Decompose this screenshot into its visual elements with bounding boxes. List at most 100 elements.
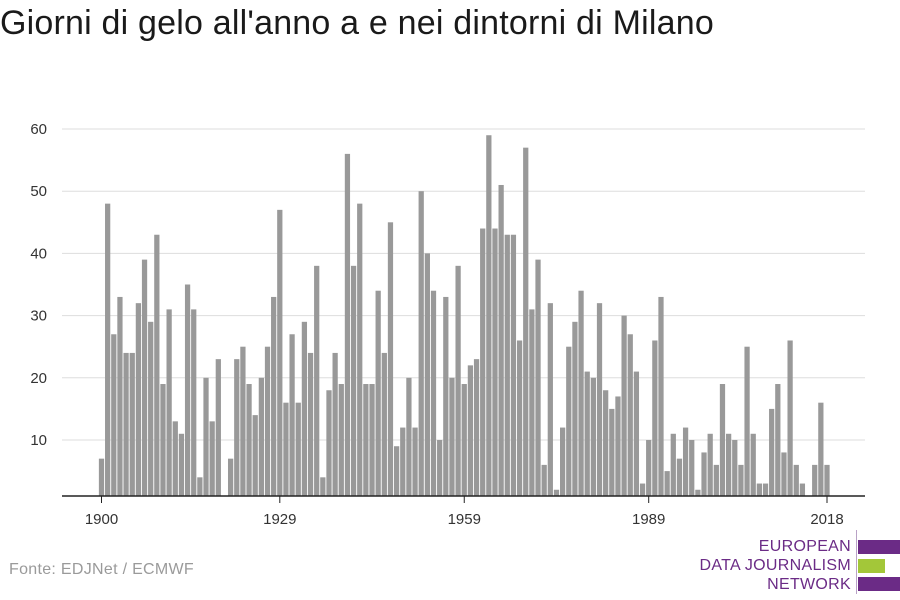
bar-1900 — [98, 458, 105, 496]
bar-1944 — [369, 384, 375, 496]
bar-1902 — [111, 334, 117, 496]
bar-1983 — [609, 408, 615, 496]
bar-1934 — [307, 352, 314, 496]
bar-1943 — [363, 384, 369, 496]
bar-1982 — [603, 390, 609, 496]
bar-1993 — [670, 433, 676, 496]
bar-1916 — [197, 477, 203, 496]
bar-1908 — [148, 321, 154, 496]
bar-1961 — [473, 359, 480, 496]
bar-1951 — [412, 427, 418, 496]
bar-1957 — [449, 377, 455, 496]
bar-2000 — [713, 464, 719, 496]
bar-1972 — [541, 464, 547, 496]
x-tick-label: 1900 — [85, 511, 118, 528]
bar-1930 — [283, 402, 289, 496]
bar-1968 — [516, 340, 523, 496]
bar-1970 — [529, 309, 535, 496]
logo-bar-green — [858, 559, 885, 573]
bar-1923 — [240, 346, 246, 496]
bar-1995 — [682, 427, 689, 496]
bar-1910 — [160, 384, 166, 496]
bar-1996 — [689, 440, 695, 496]
bar-1911 — [166, 309, 172, 496]
y-tick-label: 60 — [30, 121, 47, 138]
bar-1958 — [455, 265, 461, 496]
logo-bar-purple-bottom — [858, 577, 900, 591]
bar-1903 — [117, 296, 123, 496]
logo-divider — [856, 530, 857, 594]
bar-1962 — [480, 228, 486, 496]
bar-1906 — [135, 303, 142, 496]
bar-1928 — [271, 296, 277, 496]
bar-1960 — [467, 365, 474, 496]
bar-2010 — [775, 384, 781, 496]
y-tick-label: 50 — [30, 183, 47, 200]
bar-1936 — [320, 477, 326, 496]
bar-1935 — [314, 265, 320, 496]
bar-2004 — [738, 464, 744, 496]
bar-1955 — [437, 440, 443, 496]
bar-1924 — [246, 384, 252, 496]
bar-2009 — [769, 408, 775, 496]
bar-1977 — [572, 321, 578, 496]
bar-1914 — [184, 284, 191, 496]
bar-1998 — [701, 452, 707, 496]
bar-1918 — [209, 421, 215, 496]
source-note: Fonte: EDJNet / ECMWF — [9, 561, 194, 578]
bar-1927 — [264, 346, 271, 496]
bar-1969 — [523, 147, 529, 496]
bar-1991 — [658, 296, 664, 496]
bar-1967 — [510, 234, 517, 497]
bar-1905 — [129, 352, 135, 496]
bar-1994 — [676, 458, 683, 496]
bar-1939 — [338, 384, 344, 496]
bar-1956 — [443, 296, 449, 496]
bar-1946 — [381, 352, 387, 496]
bar-1997 — [695, 489, 701, 496]
bar-1952 — [418, 191, 424, 496]
bar-2001 — [719, 384, 726, 496]
bar-1980 — [590, 377, 596, 496]
bar-1931 — [289, 334, 295, 496]
logo-text-european: EUROPEAN — [758, 538, 851, 555]
bar-1904 — [123, 352, 129, 496]
bar-1938 — [332, 352, 338, 496]
bar-1919 — [215, 359, 221, 496]
logo-text-network: NETWORK — [767, 576, 851, 593]
bar-2013 — [793, 464, 799, 496]
bar-1945 — [375, 290, 381, 496]
bar-1917 — [203, 377, 209, 496]
bar-1942 — [357, 203, 363, 496]
bar-1947 — [387, 222, 394, 497]
bar-1978 — [578, 290, 584, 496]
bar-1981 — [596, 303, 603, 496]
bar-1907 — [141, 259, 148, 496]
bar-1926 — [258, 377, 264, 496]
bar-1949 — [400, 427, 406, 496]
logo-text-data-journalism: DATA JOURNALISM — [699, 557, 851, 574]
logo-bar-purple-top — [858, 540, 900, 554]
bar-2003 — [732, 440, 738, 496]
y-tick-label: 30 — [30, 308, 47, 325]
bar-1932 — [295, 402, 301, 496]
bar-1971 — [535, 259, 541, 496]
bar-1912 — [172, 421, 178, 496]
bar-1964 — [492, 228, 498, 496]
bar-2005 — [744, 346, 750, 496]
x-tick-label: 1959 — [448, 511, 481, 528]
y-tick-label: 10 — [30, 432, 47, 449]
bar-1999 — [707, 433, 713, 496]
bar-1984 — [615, 396, 621, 496]
bar-2014 — [799, 483, 806, 496]
bar-series — [98, 135, 830, 497]
y-tick-label: 40 — [30, 245, 47, 262]
bar-2017 — [818, 402, 824, 496]
axes: 10 20 30 40 50 60 1900 1929 1959 1989 2018 — [30, 121, 865, 528]
bar-1954 — [430, 290, 437, 496]
bar-1976 — [566, 346, 572, 496]
bar-2007 — [756, 483, 762, 496]
bar-1973 — [547, 303, 553, 496]
bar-1950 — [406, 377, 412, 496]
bar-1975 — [559, 427, 566, 496]
